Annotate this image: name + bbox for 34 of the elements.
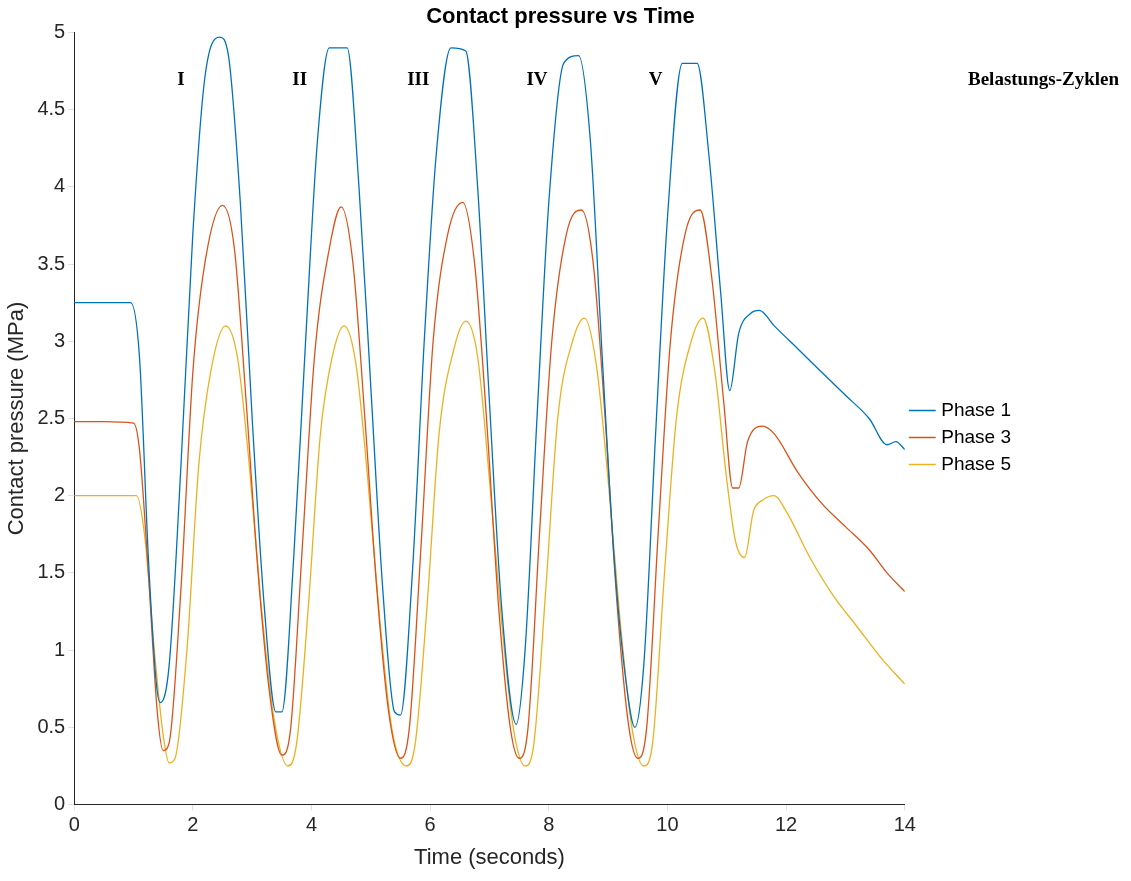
y-tick-label: 1 (54, 637, 66, 660)
y-tick-label: 1.5 (37, 560, 66, 583)
y-axis-title: Contact pressure (MPa) (3, 301, 29, 536)
y-tick-label: 3 (54, 328, 66, 351)
y-tick-label: 2 (54, 483, 66, 506)
chart-title: Contact pressure vs Time (426, 3, 695, 29)
y-tick-label: 5 (54, 19, 66, 42)
annotation: II (292, 67, 308, 89)
annotation: V (648, 67, 663, 89)
legend-label: Phase 1 (941, 398, 1012, 420)
x-tick-label: 2 (187, 813, 199, 836)
y-tick-label: 4.5 (37, 97, 66, 120)
text: Belastungs-Zyklen (968, 67, 1120, 89)
annotation: IV (526, 67, 548, 89)
x-tick-label: 6 (424, 813, 436, 836)
y-tick-label: 0 (54, 792, 66, 815)
line-series (74, 317, 905, 767)
annotation: I (177, 67, 185, 89)
x-tick-label: 4 (305, 813, 318, 836)
y-tick-label: 3.5 (37, 251, 66, 274)
x-tick-label: 12 (775, 813, 798, 836)
x-axis-title: Time (seconds) (414, 843, 565, 869)
x-tick-label: 0 (68, 813, 80, 836)
x-tick-label: 14 (893, 813, 916, 836)
y-tick-label: 0.5 (37, 714, 66, 737)
legend-label: Phase 3 (941, 425, 1012, 447)
y-tick-label: 4 (54, 174, 66, 197)
legend-label: Phase 5 (941, 452, 1012, 474)
line-series (74, 201, 905, 759)
x-tick-label: 8 (543, 813, 555, 836)
annotation: III (407, 67, 430, 89)
x-tick-label: 10 (656, 813, 679, 836)
line-series (74, 36, 905, 729)
y-tick-label: 2.5 (37, 406, 66, 429)
